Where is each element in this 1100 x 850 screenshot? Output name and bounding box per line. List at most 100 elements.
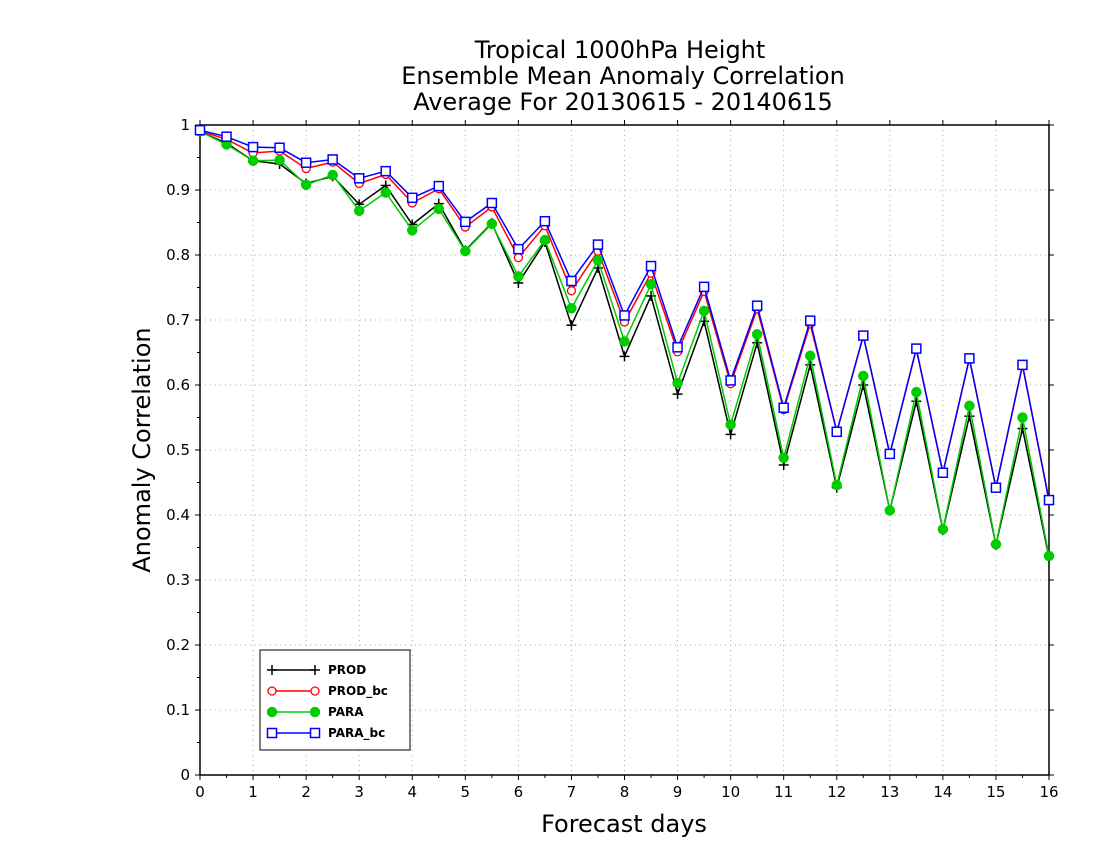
data-point-para-bc — [247, 141, 259, 153]
data-point-prod — [1017, 423, 1028, 434]
data-point-para — [1043, 550, 1055, 562]
data-point-para — [300, 179, 312, 191]
legend-marker — [309, 727, 321, 739]
data-point-prod-bc — [566, 286, 577, 296]
data-point-para — [804, 350, 816, 361]
data-point-para-bc — [778, 402, 789, 413]
x-tick-label: 7 — [567, 783, 577, 801]
data-point-para-bc — [804, 315, 816, 326]
data-point-para — [751, 329, 763, 340]
data-point-para — [460, 245, 471, 257]
data-point-para — [884, 505, 896, 516]
x-tick-label: 0 — [195, 783, 205, 801]
legend-marker — [267, 665, 277, 675]
data-point-para — [539, 234, 551, 246]
y-tick-label: 0.9 — [166, 181, 190, 199]
x-tick-label: 13 — [880, 783, 899, 801]
data-point-prod-bc — [513, 252, 524, 263]
y-tick-label: 0.5 — [166, 441, 190, 459]
x-tick-label: 14 — [933, 783, 952, 801]
legend-marker — [266, 727, 278, 739]
y-tick-label: 0.4 — [166, 506, 190, 524]
data-point-para-bc — [539, 215, 551, 227]
legend-item-para-bc: PARA_bc — [266, 726, 385, 741]
x-tick-label: 9 — [673, 783, 683, 801]
data-point-para-bc — [831, 426, 842, 438]
data-point-para — [645, 279, 657, 290]
data-point-para — [725, 419, 736, 430]
data-point-para — [407, 225, 418, 236]
data-point-para-bc — [353, 173, 365, 184]
x-tick-label: 6 — [514, 783, 524, 801]
data-point-para-bc — [274, 142, 285, 153]
data-point-prod — [619, 351, 630, 362]
data-point-para — [274, 154, 285, 166]
legend-marker — [310, 665, 320, 675]
chart-title-line-1: Tropical 1000hPa Height — [474, 36, 766, 64]
data-point-para-bc — [911, 343, 922, 354]
legend-item-prod-bc: PROD_bc — [267, 684, 388, 699]
data-point-para-bc — [725, 375, 736, 386]
data-point-para-bc — [407, 192, 418, 204]
y-tick-label: 0.8 — [166, 246, 190, 264]
data-point-para-bc — [619, 310, 630, 321]
data-point-prod — [858, 380, 869, 390]
data-point-para — [937, 524, 949, 535]
data-point-para — [433, 203, 445, 215]
data-point-para-bc — [672, 342, 683, 353]
data-point-para — [247, 155, 259, 166]
data-point-para-bc — [380, 165, 391, 177]
x-tick-label: 5 — [461, 783, 471, 801]
y-tick-label: 0.2 — [166, 636, 190, 654]
x-tick-label: 15 — [986, 783, 1005, 801]
axes: 0 1 2 3 4 5 6 7 8 9 10 11 12 13 14 15 1600.10.20.30.40.5… — [166, 116, 1058, 801]
x-tick-label: 2 — [301, 783, 311, 801]
x-tick-label: 8 — [620, 783, 630, 801]
data-point-para — [566, 303, 577, 314]
legend-item-prod: PROD — [267, 663, 366, 677]
x-tick-label: 10 — [721, 783, 740, 801]
data-point-para-bc — [327, 154, 338, 165]
x-axis-label: Forecast days — [541, 810, 707, 838]
data-point-para — [672, 377, 683, 389]
data-point-para — [327, 169, 338, 181]
data-point-prod — [672, 389, 683, 400]
data-point-para-bc — [513, 243, 524, 255]
x-tick-label: 11 — [774, 783, 793, 801]
data-point-para-bc — [937, 467, 949, 478]
data-point-para — [911, 386, 922, 398]
data-point-prod — [911, 396, 922, 407]
x-tick-label: 1 — [248, 783, 258, 801]
y-tick-label: 0 — [180, 766, 190, 784]
y-tick-label: 0.7 — [166, 311, 190, 329]
data-point-para — [778, 452, 789, 464]
data-point-para — [1017, 412, 1028, 423]
legend-marker — [309, 706, 321, 718]
data-point-prod — [805, 359, 816, 370]
legend-label: PROD_bc — [328, 684, 388, 699]
x-tick-label: 12 — [827, 783, 846, 801]
data-point-para — [831, 479, 842, 491]
data-point-para — [964, 400, 975, 412]
data-point-para-bc — [592, 239, 604, 250]
data-point-para — [380, 187, 391, 198]
data-point-para — [858, 370, 869, 382]
data-point-para-bc — [486, 197, 498, 209]
data-point-para-bc — [964, 353, 975, 364]
data-point-para — [353, 205, 365, 217]
chart-title-line-2: Ensemble Mean Anomaly Correlation — [401, 62, 845, 90]
legend: PROD PROD_bc PARA PARA_bc — [259, 649, 411, 751]
data-point-para — [990, 539, 1002, 550]
data-point-para-bc — [858, 330, 869, 341]
data-point-para-bc — [300, 157, 312, 168]
y-tick-label: 1 — [180, 116, 190, 134]
data-point-prod — [964, 411, 975, 422]
data-series — [194, 124, 1055, 563]
data-point-para-bc — [566, 275, 577, 287]
x-tick-label: 3 — [354, 783, 364, 801]
y-tick-label: 0.3 — [166, 571, 190, 589]
legend-item-para: PARA — [266, 705, 364, 719]
data-point-para-bc — [698, 281, 710, 293]
data-point-para-bc — [460, 216, 471, 228]
